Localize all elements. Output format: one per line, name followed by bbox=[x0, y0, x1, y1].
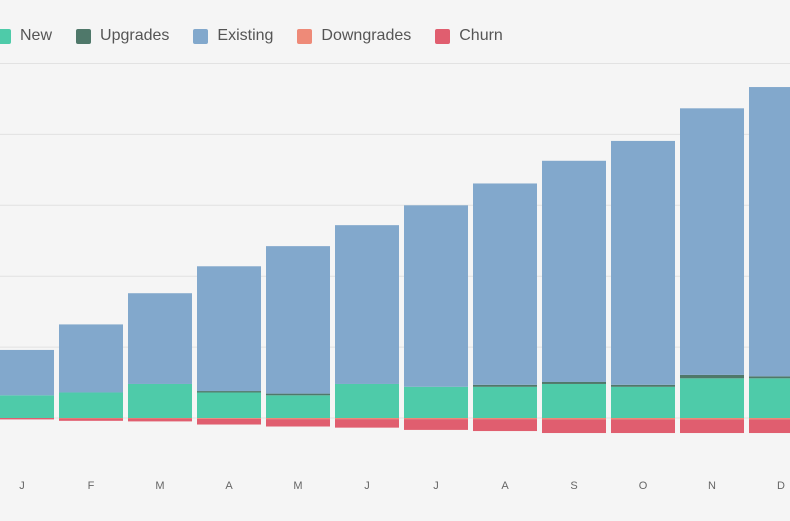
bar-segment-new bbox=[266, 395, 330, 418]
bar-segment-downgrades bbox=[404, 418, 468, 420]
legend-swatch-churn bbox=[435, 28, 451, 44]
bar-segment-existing bbox=[0, 349, 54, 396]
bar-segment-downgrades bbox=[197, 418, 261, 419]
legend-item-downgrades[interactable]: Downgrades bbox=[297, 27, 411, 45]
bar-segment-existing bbox=[59, 324, 123, 393]
legend-label-existing: Existing bbox=[217, 27, 274, 44]
x-tick-label: M bbox=[293, 480, 302, 492]
bar-segment-existing bbox=[335, 225, 399, 384]
bar-segment-existing bbox=[680, 108, 744, 375]
bar-segment-churn bbox=[680, 419, 744, 434]
legend-swatch-existing bbox=[193, 28, 209, 44]
x-tick-label: F bbox=[88, 480, 95, 492]
bar-segment-churn bbox=[404, 419, 468, 430]
legend-label-downgrades: Downgrades bbox=[321, 27, 412, 44]
bar-segment-upgrades bbox=[197, 391, 261, 393]
bar-segment-downgrades bbox=[59, 418, 123, 419]
bar-segment-upgrades bbox=[473, 384, 537, 387]
bar-segment-upgrades bbox=[266, 393, 330, 396]
bar-segment-new bbox=[404, 386, 468, 418]
bar-segment-upgrades bbox=[611, 384, 675, 387]
bar-segment-churn bbox=[335, 419, 399, 428]
bar-segment-downgrades bbox=[611, 418, 675, 420]
bar-segment-existing bbox=[749, 87, 790, 377]
bar-segment-churn bbox=[0, 418, 54, 420]
bar-segment-new bbox=[128, 383, 192, 418]
x-tick-label: M bbox=[155, 480, 164, 492]
bar-segment-churn bbox=[473, 419, 537, 432]
bar-segment-churn bbox=[128, 418, 192, 422]
legend-swatch-downgrades bbox=[297, 28, 313, 44]
x-tick-label: S bbox=[570, 480, 577, 492]
bar-segment-downgrades bbox=[335, 418, 399, 420]
bar-segment-existing bbox=[266, 246, 330, 394]
bar-segment-downgrades bbox=[128, 418, 192, 419]
bar-segment-churn bbox=[197, 418, 261, 425]
bar-segment-downgrades bbox=[680, 418, 744, 420]
bar-segment-new bbox=[59, 392, 123, 418]
bar-segment-churn bbox=[749, 419, 790, 434]
bar-segment-new bbox=[197, 392, 261, 418]
x-tick-label: J bbox=[364, 480, 370, 492]
bar-segment-churn bbox=[266, 419, 330, 427]
bar-segment-existing bbox=[404, 205, 468, 387]
legend-item-upgrades[interactable]: Upgrades bbox=[76, 27, 169, 45]
bar-segment-downgrades bbox=[473, 418, 537, 420]
x-tick-label: A bbox=[225, 480, 233, 492]
bar-segment-existing bbox=[473, 183, 537, 385]
x-tick-label: N bbox=[708, 480, 716, 492]
legend-label-churn: Churn bbox=[459, 27, 503, 44]
bar-segment-existing bbox=[611, 140, 675, 385]
x-tick-label: O bbox=[639, 480, 648, 492]
legend-label-new: New bbox=[20, 27, 53, 44]
bar-segment-new bbox=[473, 386, 537, 418]
bar-segment-existing bbox=[128, 293, 192, 384]
bar-segment-new bbox=[749, 378, 790, 418]
x-tick-label: A bbox=[501, 480, 509, 492]
bar-segment-new bbox=[335, 383, 399, 418]
bar-segment-new bbox=[611, 386, 675, 418]
chart-legend: New Upgrades Existing Downgrades Churn bbox=[0, 22, 503, 50]
bar-segment-new bbox=[542, 383, 606, 418]
bar-segment-existing bbox=[542, 160, 606, 382]
legend-item-new[interactable]: New bbox=[0, 27, 52, 45]
bar-segment-existing bbox=[197, 266, 261, 392]
legend-item-churn[interactable]: Churn bbox=[435, 27, 503, 45]
legend-swatch-new bbox=[0, 28, 11, 44]
bar-segment-churn bbox=[59, 418, 123, 421]
x-tick-label: J bbox=[19, 480, 25, 492]
bar-segment-churn bbox=[542, 419, 606, 434]
bar-segment-upgrades bbox=[542, 381, 606, 384]
x-tick-label: J bbox=[433, 480, 439, 492]
bar-segment-downgrades bbox=[542, 418, 606, 420]
bar-segment-upgrades bbox=[680, 374, 744, 379]
x-tick-label: D bbox=[777, 480, 785, 492]
bar-segment-upgrades bbox=[749, 376, 790, 379]
bar-segment-churn bbox=[611, 419, 675, 434]
legend-item-existing[interactable]: Existing bbox=[193, 27, 273, 45]
legend-label-upgrades: Upgrades bbox=[100, 27, 170, 44]
bar-segment-downgrades bbox=[749, 418, 790, 420]
bar-segment-new bbox=[680, 378, 744, 418]
bar-segment-new bbox=[0, 395, 54, 418]
legend-swatch-upgrades bbox=[76, 28, 92, 44]
bar-segment-downgrades bbox=[266, 418, 330, 420]
